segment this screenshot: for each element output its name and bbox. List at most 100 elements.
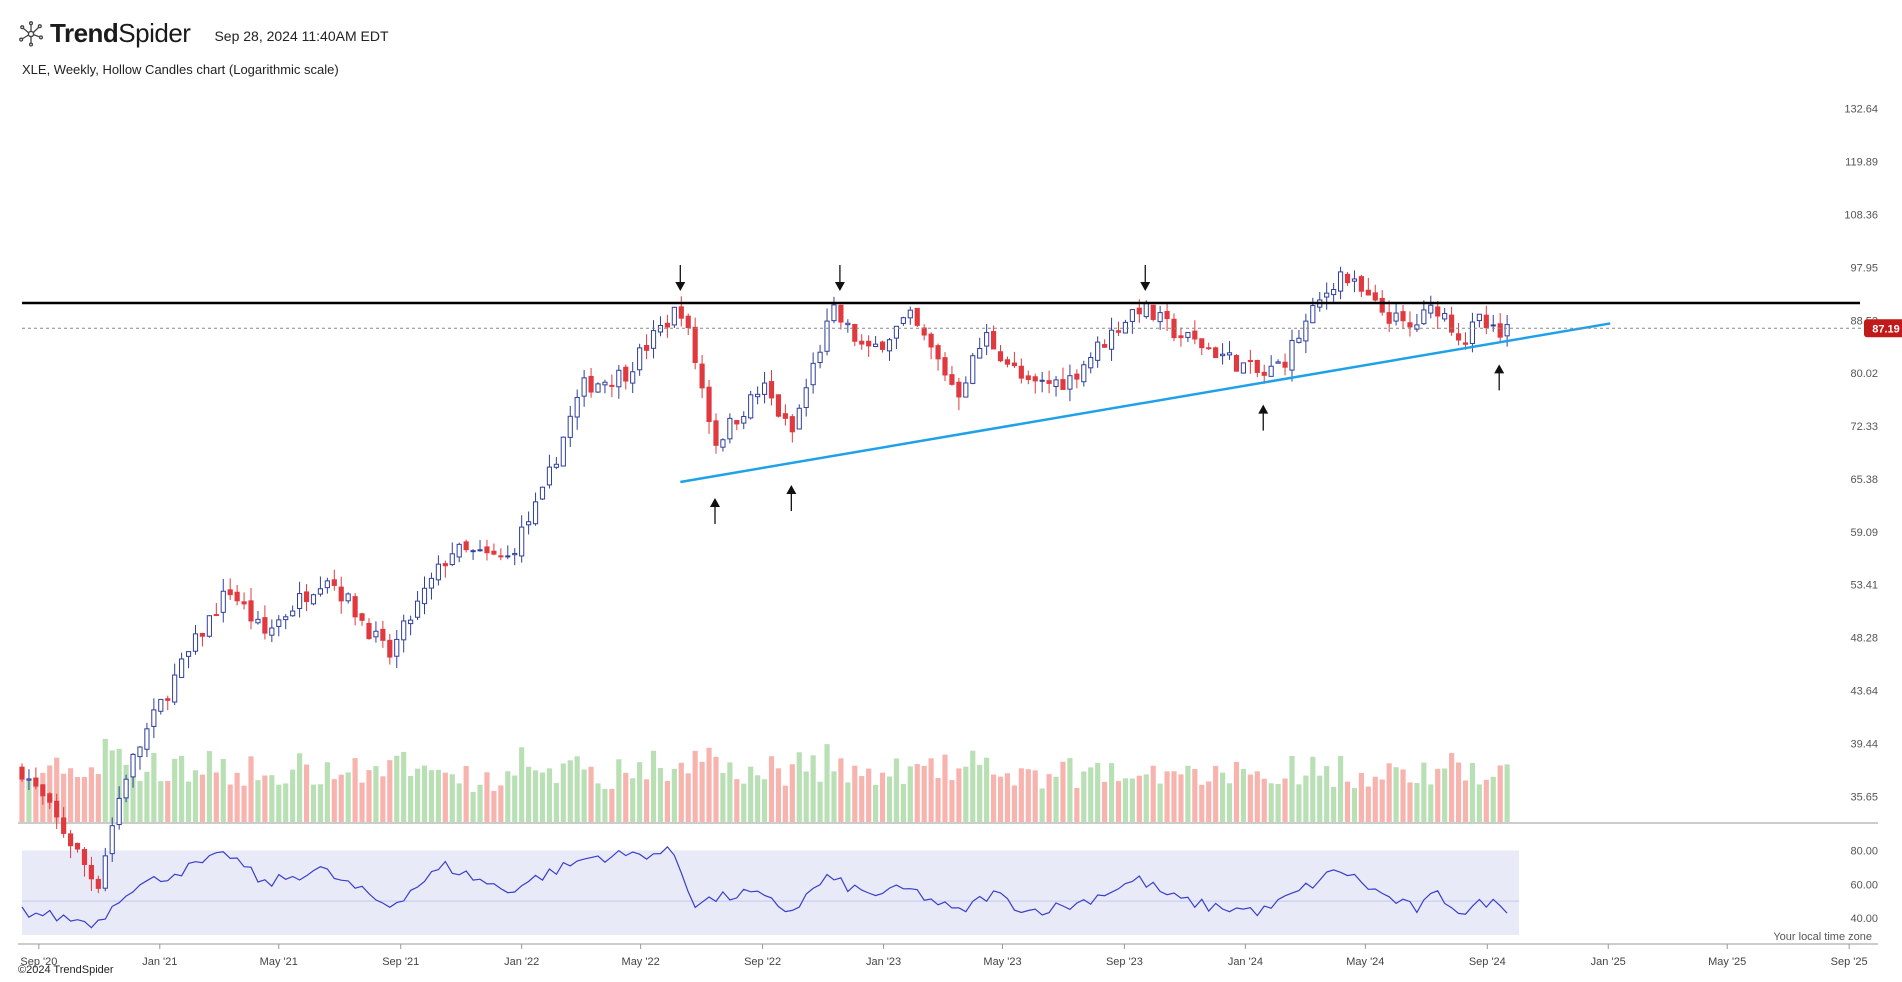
candle-body bbox=[761, 382, 768, 395]
logo[interactable]: TrendSpider bbox=[18, 18, 191, 49]
up-arrow-marker bbox=[709, 498, 720, 525]
volume-bar bbox=[1164, 771, 1170, 822]
volume-bar bbox=[956, 768, 962, 822]
arrow-head bbox=[1494, 364, 1505, 374]
down-arrow-marker bbox=[834, 265, 845, 292]
volume-bar bbox=[796, 752, 802, 822]
volume-bar bbox=[831, 771, 837, 822]
volume-bar bbox=[449, 774, 455, 822]
volume-bar bbox=[1303, 775, 1309, 822]
candle-body bbox=[1379, 297, 1385, 313]
candle-body bbox=[373, 630, 379, 638]
candle-body bbox=[456, 543, 462, 558]
volume-bar bbox=[1254, 771, 1260, 822]
volume-bar bbox=[1435, 768, 1441, 822]
up-arrow-marker bbox=[786, 485, 797, 512]
volume-bar bbox=[290, 769, 296, 822]
volume-bar bbox=[1400, 769, 1406, 822]
volume-bar bbox=[1351, 788, 1358, 822]
volume-bar bbox=[67, 768, 74, 822]
volume-bar bbox=[199, 774, 206, 822]
candle-body bbox=[130, 753, 136, 778]
volume-bar bbox=[1095, 763, 1101, 822]
candle-body bbox=[588, 375, 594, 393]
volume-bar bbox=[276, 784, 282, 822]
candle-body bbox=[713, 420, 719, 446]
volume-bar bbox=[435, 769, 441, 822]
candle-body bbox=[1178, 335, 1184, 339]
candle-body bbox=[1483, 314, 1489, 329]
candle-body bbox=[116, 797, 122, 826]
price-axis-label: 65.38 bbox=[1850, 474, 1878, 486]
candle-body bbox=[727, 417, 733, 440]
candle-body bbox=[158, 698, 164, 712]
candle-body bbox=[1296, 337, 1302, 343]
candle-body bbox=[1039, 379, 1045, 382]
candle-body bbox=[997, 351, 1004, 362]
volume-bar bbox=[720, 772, 726, 822]
volume-bar bbox=[859, 776, 865, 822]
candle-body bbox=[428, 577, 435, 589]
volume-bar bbox=[1268, 783, 1274, 822]
volume-bar bbox=[977, 764, 983, 822]
candle-body bbox=[297, 593, 303, 609]
volume-bar bbox=[595, 783, 601, 822]
price-axis-label: 119.89 bbox=[1845, 157, 1878, 169]
x-axis-label: Sep '21 bbox=[382, 956, 419, 968]
copyright-footer: ©2024 TrendSpider bbox=[18, 964, 114, 976]
candle-body bbox=[893, 325, 900, 339]
volume-bar bbox=[727, 762, 733, 822]
volume-bar bbox=[838, 758, 844, 822]
volume-bar bbox=[935, 777, 941, 822]
candle-body bbox=[1108, 329, 1115, 350]
volume-bar bbox=[817, 781, 823, 822]
candle-body bbox=[95, 878, 101, 889]
candle-body bbox=[463, 541, 469, 551]
candle-body bbox=[165, 698, 171, 701]
candle-body bbox=[1129, 309, 1135, 322]
candle-body bbox=[879, 341, 886, 350]
candle-body bbox=[241, 601, 247, 605]
volume-bar bbox=[1039, 788, 1045, 822]
volume-bar bbox=[88, 767, 94, 822]
volume-bar bbox=[699, 761, 705, 822]
candle-body bbox=[1185, 332, 1191, 338]
candle-body bbox=[1462, 342, 1469, 345]
volume-bar bbox=[1018, 768, 1024, 822]
arrow-head bbox=[709, 498, 720, 508]
volume-bar bbox=[886, 776, 893, 822]
candle-body bbox=[1268, 365, 1274, 377]
candle-body bbox=[1490, 324, 1496, 327]
volume-bar bbox=[1344, 781, 1351, 822]
candle-body bbox=[866, 340, 872, 347]
arrow-head bbox=[675, 282, 686, 292]
candle-body bbox=[19, 766, 25, 780]
volume-bar bbox=[380, 776, 386, 822]
candle-body bbox=[366, 622, 372, 640]
candle-body bbox=[137, 746, 143, 758]
x-axis-label: Jan '23 bbox=[866, 956, 901, 968]
volume-bar bbox=[227, 784, 233, 822]
candle-body bbox=[526, 521, 532, 526]
candle-body bbox=[609, 384, 615, 387]
candle-body bbox=[886, 339, 893, 352]
candle-body bbox=[88, 864, 94, 880]
volume-bar bbox=[1469, 762, 1476, 822]
volume-bar bbox=[671, 768, 677, 822]
volume-bar bbox=[567, 760, 573, 822]
support-trendline bbox=[680, 322, 1611, 484]
volume-bar bbox=[768, 756, 775, 822]
candle-body bbox=[546, 466, 553, 486]
timestamp: Sep 28, 2024 11:40AM EDT bbox=[214, 27, 389, 44]
candle-body bbox=[1046, 380, 1052, 384]
candle-body bbox=[248, 600, 254, 622]
x-axis-label: Jan '24 bbox=[1228, 956, 1263, 968]
volume-bar bbox=[61, 773, 67, 822]
candle-body bbox=[956, 381, 962, 398]
volume-bar bbox=[1414, 782, 1420, 822]
volume-bar bbox=[664, 780, 670, 822]
candle-body bbox=[519, 526, 525, 557]
volume-bar bbox=[1206, 781, 1212, 822]
candle-body bbox=[685, 315, 691, 329]
